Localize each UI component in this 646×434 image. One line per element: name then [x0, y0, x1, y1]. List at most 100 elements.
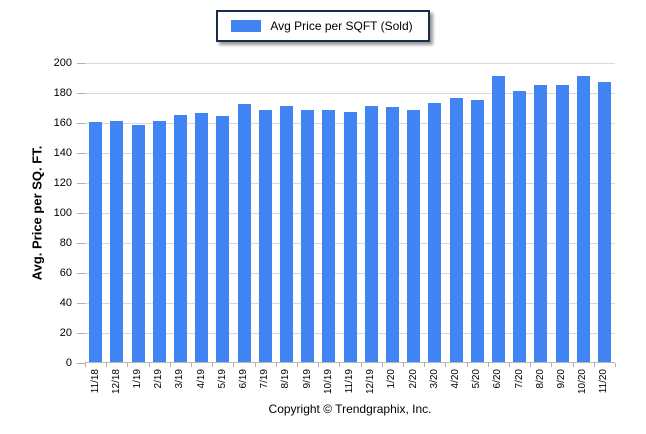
- bar-9/20: [555, 84, 569, 362]
- y-tick-label-20: 20: [59, 327, 72, 339]
- x-tick-label-text: 12/19: [365, 369, 377, 395]
- x-tick-label-text: 6/19: [238, 369, 249, 389]
- bar-7/20: [513, 90, 527, 362]
- y-tick-mark-0: [77, 363, 85, 364]
- x-tick-mark-10: [297, 363, 298, 367]
- legend: Avg Price per SQFT (Sold): [0, 10, 646, 42]
- x-tick-mark-14: [382, 363, 383, 367]
- y-tick-label-140: 140: [53, 147, 72, 159]
- x-tick-label-text: 8/19: [280, 369, 292, 389]
- x-tick-label-7/19: 7/19: [259, 369, 278, 388]
- x-tick-mark-18: [467, 363, 468, 367]
- x-tick-label-8/19: 8/19: [280, 369, 299, 388]
- x-tick-label-text: 9/19: [301, 369, 313, 389]
- x-tick-label-text: 2/19: [153, 369, 165, 389]
- x-tick-label-4/19: 4/19: [196, 369, 215, 388]
- x-tick-label-2/19: 2/19: [153, 369, 172, 388]
- bar-2/19: [152, 120, 166, 362]
- x-tick-label-text: 3/19: [174, 369, 186, 389]
- x-tick-label-11/20: 11/20: [598, 369, 622, 393]
- x-tick-label-text: 11/19: [344, 369, 355, 394]
- x-tick-mark-12: [339, 363, 340, 367]
- x-tick-label-8/20: 8/20: [535, 369, 554, 388]
- y-tick-label-200: 200: [53, 57, 72, 69]
- x-tick-mark-25: [615, 363, 616, 367]
- bar-10/19: [322, 110, 336, 362]
- bar-12/19: [364, 105, 378, 362]
- x-tick-label-text: 11/20: [598, 369, 610, 394]
- bar-4/20: [449, 98, 463, 362]
- legend-swatch-icon: [231, 20, 262, 32]
- x-tick-mark-9: [276, 363, 277, 367]
- x-tick-label-text: 1/19: [132, 369, 143, 389]
- bar-9/19: [301, 110, 315, 362]
- bar-8/20: [534, 84, 548, 362]
- x-tick-label-7/20: 7/20: [514, 369, 533, 388]
- footer-copyright: Copyright © Trendgraphix, Inc.: [268, 402, 432, 416]
- y-tick-label-100: 100: [53, 207, 72, 219]
- y-tick-label-80: 80: [59, 237, 72, 249]
- x-tick-label-text: 10/19: [322, 369, 334, 395]
- y-tick-label-120: 120: [53, 177, 72, 189]
- x-tick-label-9/20: 9/20: [556, 369, 575, 388]
- x-tick-label-1/20: 1/20: [386, 369, 405, 388]
- x-tick-label-5/20: 5/20: [471, 369, 490, 388]
- bar-11/19: [343, 111, 357, 362]
- x-tick-mark-20: [509, 363, 510, 367]
- x-tick-label-text: 4/20: [450, 369, 461, 389]
- y-tick-mark-200: [77, 63, 85, 64]
- bar-5/20: [470, 99, 484, 362]
- y-tick-mark-40: [77, 303, 85, 304]
- legend-box: Avg Price per SQFT (Sold): [216, 10, 430, 42]
- bar-8/19: [279, 105, 293, 362]
- x-tick-mark-11: [318, 363, 319, 367]
- y-tick-label-180: 180: [53, 87, 72, 99]
- x-tick-mark-24: [594, 363, 595, 367]
- x-tick-mark-13: [361, 363, 362, 367]
- x-tick-label-9/19: 9/19: [302, 369, 321, 388]
- x-tick-label-5/19: 5/19: [217, 369, 236, 388]
- legend-label: Avg Price per SQFT (Sold): [270, 19, 413, 33]
- bar-11/18: [89, 122, 103, 362]
- x-tick-mark-1: [106, 363, 107, 367]
- x-tick-label-3/19: 3/19: [174, 369, 193, 388]
- x-axis-line: [85, 362, 615, 363]
- x-tick-mark-22: [551, 363, 552, 367]
- y-tick-mark-60: [77, 273, 85, 274]
- x-tick-mark-2: [127, 363, 128, 367]
- x-tick-label-text: 10/20: [577, 369, 589, 395]
- bar-7/19: [258, 110, 272, 362]
- x-tick-mark-3: [149, 363, 150, 367]
- y-tick-label-60: 60: [59, 267, 72, 279]
- gridline-180: [85, 93, 615, 94]
- bar-10/20: [576, 75, 590, 362]
- y-tick-label-40: 40: [59, 297, 72, 309]
- x-tick-label-text: 7/20: [513, 369, 525, 389]
- x-tick-label-1/19: 1/19: [132, 369, 151, 388]
- y-tick-label-160: 160: [53, 117, 72, 129]
- bar-2/20: [407, 110, 421, 362]
- x-tick-label-6/20: 6/20: [492, 369, 511, 388]
- x-tick-label-text: 7/19: [259, 369, 271, 389]
- x-tick-label-text: 5/19: [216, 369, 228, 389]
- x-tick-label-3/20: 3/20: [429, 369, 448, 388]
- bar-6/19: [237, 104, 251, 362]
- x-tick-label-text: 5/20: [471, 369, 483, 389]
- bar-6/20: [491, 75, 505, 362]
- plot-area: [85, 63, 615, 363]
- x-tick-label-2/20: 2/20: [408, 369, 427, 388]
- x-tick-mark-17: [445, 363, 446, 367]
- gridline-200: [85, 63, 615, 64]
- x-tick-label-text: 3/20: [428, 369, 440, 389]
- x-tick-label-text: 4/19: [195, 369, 207, 389]
- bar-11/20: [597, 81, 611, 362]
- x-tick-mark-21: [530, 363, 531, 367]
- x-tick-label-text: 6/20: [492, 369, 504, 389]
- x-tick-mark-15: [403, 363, 404, 367]
- x-tick-mark-19: [488, 363, 489, 367]
- bar-3/20: [428, 102, 442, 362]
- x-tick-label-text: 11/18: [89, 369, 101, 394]
- x-tick-mark-23: [573, 363, 574, 367]
- x-tick-mark-16: [424, 363, 425, 367]
- x-tick-label-text: 2/20: [407, 369, 419, 389]
